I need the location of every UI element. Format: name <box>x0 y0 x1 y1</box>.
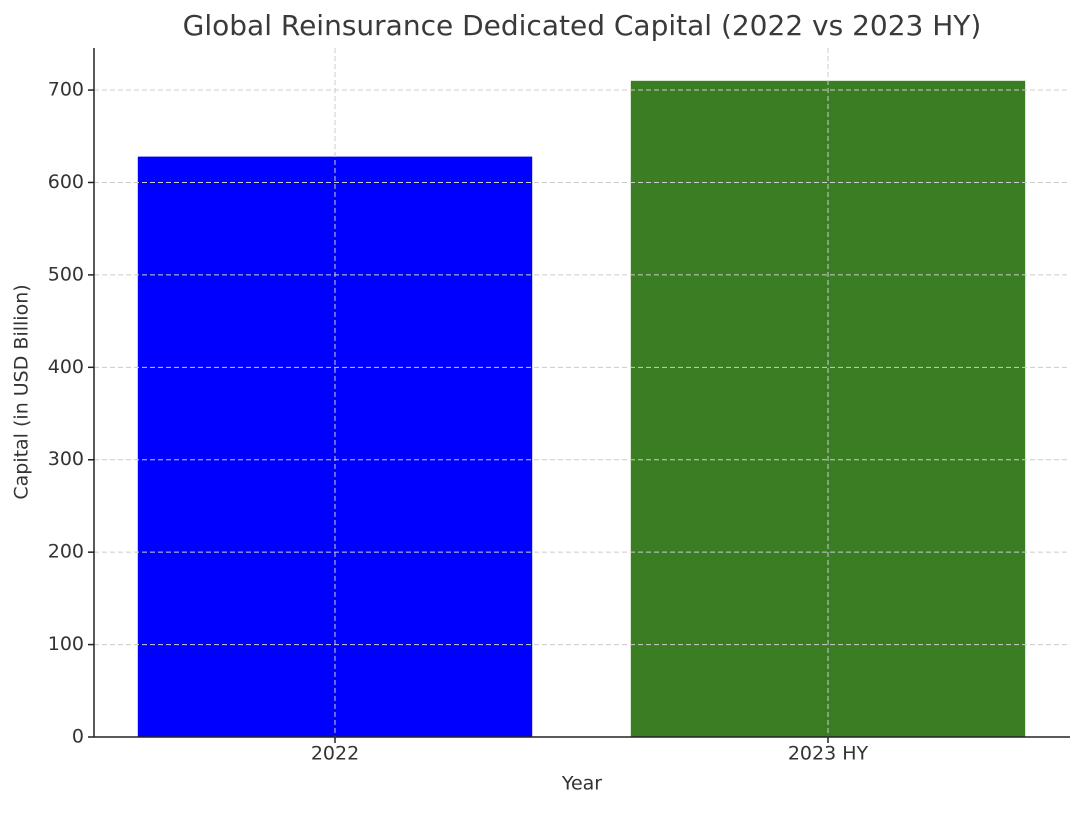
x-axis-label: Year <box>561 773 602 795</box>
y-tick-label: 700 <box>48 79 84 101</box>
x-tick-label: 2022 <box>311 743 359 765</box>
y-tick-label: 300 <box>48 448 84 470</box>
y-tick-label: 500 <box>48 263 84 285</box>
x-tick-label: 2023 HY <box>788 743 869 765</box>
y-tick-label: 0 <box>72 726 84 748</box>
y-tick-label: 400 <box>48 356 84 378</box>
y-tick-label: 100 <box>48 633 84 655</box>
y-tick-label: 200 <box>48 541 84 563</box>
y-tick-label: 600 <box>48 171 84 193</box>
y-axis-label: Capital (in USD Billion) <box>11 284 33 499</box>
chart-title: Global Reinsurance Dedicated Capital (20… <box>183 9 982 42</box>
